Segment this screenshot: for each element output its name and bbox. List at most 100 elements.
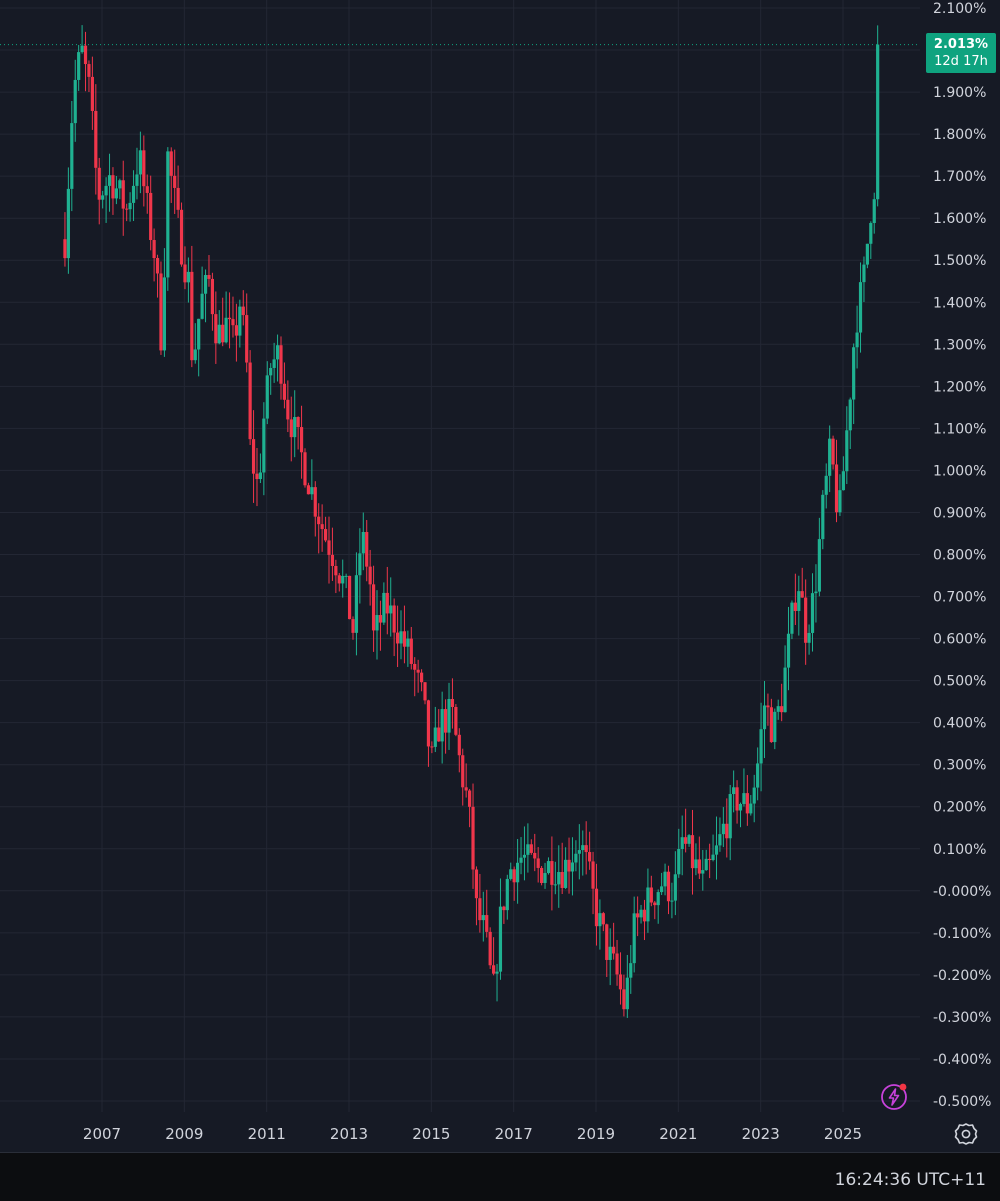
candle-body <box>495 971 499 974</box>
candle-body <box>111 175 115 199</box>
price-chart[interactable]: 2.100%2.000%1.900%1.800%1.700%1.600%1.50… <box>0 0 1000 1150</box>
candle-body <box>711 854 715 861</box>
y-tick-label: 1.500% <box>933 253 986 269</box>
candle-body <box>279 345 283 384</box>
candle-body <box>618 974 623 990</box>
candle-body <box>694 859 698 869</box>
candle-body <box>389 605 393 614</box>
candle-body <box>203 275 208 294</box>
candle-body <box>512 869 516 883</box>
candle-body <box>97 167 101 200</box>
candle-body <box>756 763 760 788</box>
candle-body <box>759 729 763 764</box>
candle-body <box>193 349 197 361</box>
candle-body <box>83 45 88 65</box>
candle-body <box>749 803 753 814</box>
candle-body <box>708 858 712 861</box>
candle-body <box>872 199 876 224</box>
candle-body <box>166 151 170 278</box>
candle-body <box>152 240 156 259</box>
candle-body <box>114 188 118 199</box>
candle-body <box>540 867 544 883</box>
candle-body <box>522 854 527 858</box>
candle-body <box>190 271 194 361</box>
candle-body <box>649 887 653 903</box>
candle-body <box>721 823 725 835</box>
y-tick-label: 0.500% <box>933 674 986 690</box>
candle-body <box>581 845 585 851</box>
candle-body <box>327 540 331 555</box>
candle-body <box>262 418 266 473</box>
candle-body <box>173 175 177 188</box>
candle-body <box>378 615 383 623</box>
y-tick-label: 0.200% <box>933 800 986 816</box>
candle-body <box>790 602 794 634</box>
candle-body <box>519 857 523 863</box>
candle-body <box>392 605 396 633</box>
x-tick-label: 2025 <box>824 1125 862 1143</box>
candle-body <box>179 209 184 265</box>
candle-body <box>714 845 719 855</box>
candle-body <box>745 793 749 814</box>
candle-body <box>642 909 647 922</box>
candle-body <box>224 317 228 343</box>
candle-body <box>131 185 136 203</box>
candle-body <box>121 180 125 209</box>
y-tick-label: 1.900% <box>933 85 986 101</box>
candle-body <box>176 187 180 210</box>
candle-body <box>454 707 458 735</box>
candle-body <box>227 317 232 320</box>
lightning-icon <box>881 1083 907 1110</box>
y-tick-label: 0.100% <box>933 842 986 858</box>
candle-body <box>371 584 376 631</box>
candle-body <box>413 663 417 670</box>
last-price-value: 2.013% <box>933 37 989 52</box>
candle-body <box>107 175 112 186</box>
y-tick-label: -0.500% <box>933 1094 991 1110</box>
candle-body <box>248 362 252 440</box>
candle-body <box>783 667 787 713</box>
y-tick-label: 0.300% <box>933 758 986 774</box>
y-tick-label: 1.400% <box>933 295 986 311</box>
candle-body <box>701 870 705 874</box>
candle-body <box>491 965 496 974</box>
candle-body <box>433 727 437 747</box>
candle-body <box>66 188 70 259</box>
candle-body <box>550 861 554 885</box>
candle-countdown: 12d 17h <box>934 54 988 69</box>
candle-body <box>183 264 187 283</box>
y-tick-label: 2.100% <box>933 1 986 17</box>
candle-body <box>677 849 681 875</box>
candle-body <box>241 306 245 316</box>
candle-body <box>786 633 791 668</box>
candle-body <box>70 123 74 189</box>
candle-body <box>570 862 575 872</box>
candle-body <box>258 472 263 480</box>
x-tick-label: 2021 <box>659 1125 697 1143</box>
candle-body <box>423 682 427 701</box>
y-tick-label: 1.300% <box>933 337 986 353</box>
candle-body <box>680 837 684 850</box>
candle-body <box>605 924 609 960</box>
candle-body <box>684 837 688 844</box>
flash-button[interactable] <box>878 1081 910 1113</box>
candle-body <box>687 835 691 844</box>
candle-body <box>145 186 149 193</box>
candle-body <box>399 631 403 644</box>
candle-body <box>330 554 335 566</box>
chart-settings-button[interactable] <box>952 1120 980 1148</box>
candle-body <box>406 638 410 647</box>
candle-body <box>793 602 797 611</box>
candle-body <box>821 494 825 540</box>
candle-body <box>738 803 743 811</box>
candle-body <box>457 734 461 756</box>
candle-body <box>365 531 369 567</box>
candle-body <box>841 471 845 491</box>
candle-body <box>560 872 564 888</box>
candle-body <box>323 529 328 541</box>
clock[interactable]: 16:24:36 UTC+11 <box>834 1170 986 1190</box>
candle-body <box>461 755 465 788</box>
candle-body <box>704 858 708 871</box>
candle-body <box>186 271 191 283</box>
